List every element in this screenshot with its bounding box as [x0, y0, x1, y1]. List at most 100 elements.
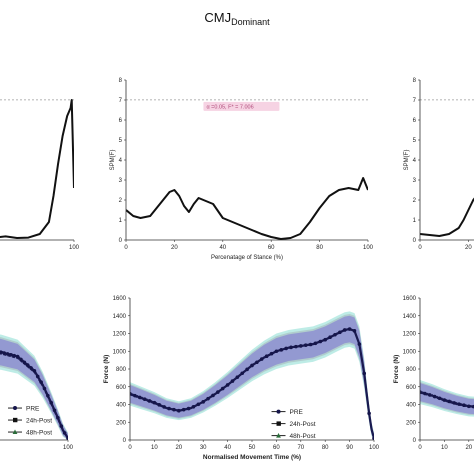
panel-bottom-right: 020040060080010001200140016000102030Forc…	[393, 296, 474, 451]
x-tick-label: 20	[175, 445, 182, 451]
x-tick-label: 80	[322, 445, 329, 451]
series-line	[420, 392, 474, 408]
legend-item: 48h-Post	[271, 433, 316, 440]
legend-item: PRE	[271, 409, 304, 416]
series-marker	[5, 352, 10, 356]
x-tick-label: 40	[224, 445, 231, 451]
x-tick-label: 100	[363, 245, 374, 251]
y-tick-label: 5	[119, 138, 123, 144]
series-marker	[19, 357, 23, 362]
x-tick-label: 20	[171, 245, 178, 251]
panel-plot-area	[420, 99, 474, 241]
legend-label: PRE	[26, 405, 40, 412]
y-tick-label: 6	[413, 118, 417, 124]
x-axis-label: Normalised Movement Time (%)	[203, 454, 301, 461]
series-marker	[367, 411, 371, 416]
y-tick-label: 4	[119, 158, 123, 164]
series-marker	[62, 431, 67, 435]
series-marker	[201, 400, 205, 404]
series-marker	[152, 400, 157, 405]
series-marker	[362, 371, 367, 376]
series-marker	[284, 346, 288, 351]
x-tick-label: 100	[369, 445, 380, 451]
y-tick-label: 2	[413, 198, 417, 204]
series-marker	[259, 357, 264, 361]
series-marker	[457, 402, 461, 406]
series-marker	[225, 383, 230, 387]
legend-label: 24h-Post	[26, 417, 52, 424]
series-marker	[235, 375, 240, 379]
series-marker	[347, 327, 352, 331]
x-tick-label: 20	[465, 445, 472, 451]
y-tick-label: 1000	[113, 349, 127, 355]
panel-plot-area	[126, 99, 368, 241]
legend-item: 24h-Post	[271, 421, 316, 428]
x-tick-label: 100	[63, 445, 74, 451]
x-tick-label: 20	[465, 245, 472, 251]
series-marker	[240, 371, 245, 376]
series-marker	[49, 400, 53, 405]
series-marker	[172, 407, 176, 412]
x-tick-label: 0	[418, 245, 422, 251]
series-marker	[299, 344, 303, 348]
y-tick-label: 3	[119, 178, 123, 184]
y-tick-label: 8	[413, 78, 417, 84]
x-tick-label: 100	[69, 245, 80, 251]
series-marker	[274, 349, 279, 354]
y-tick-label: 400	[116, 403, 127, 409]
x-tick-label: 60	[273, 445, 280, 451]
series-marker	[137, 395, 142, 400]
y-tick-label: 4	[413, 158, 417, 164]
legend-marker-triangle	[12, 429, 18, 435]
series-marker	[147, 399, 152, 403]
panel-bottom-center: 0 200 400 600 800 1000 1200 1400 1600 0 10 20 30 40 50…	[103, 296, 380, 461]
series-marker	[133, 393, 137, 398]
y-tick-label: 7	[413, 98, 417, 104]
x-tick-label: 10	[441, 445, 448, 451]
series-marker	[255, 360, 259, 365]
legend-marker-square	[276, 421, 281, 426]
series-marker	[294, 344, 298, 349]
y-tick-label: 800	[116, 367, 127, 373]
series-marker	[177, 408, 181, 413]
series-marker	[15, 354, 20, 359]
y-tick-label: 1200	[403, 332, 417, 338]
series-marker	[130, 392, 132, 396]
figure-title: CMJDominant	[204, 10, 270, 27]
y-tick-label: 7	[119, 98, 123, 104]
series-marker	[245, 367, 249, 372]
series-marker	[39, 380, 43, 384]
series-marker	[142, 397, 147, 401]
series-marker	[420, 390, 422, 394]
series-marker	[0, 350, 3, 354]
panel-plot-area	[0, 334, 68, 441]
series-marker	[216, 390, 220, 394]
x-tick-label: 40	[219, 245, 226, 251]
series-marker	[35, 374, 40, 379]
series-marker	[186, 406, 191, 411]
series-marker	[467, 404, 471, 409]
series-marker	[308, 342, 313, 347]
legend-label: 48h-Post	[290, 433, 316, 440]
series-marker	[32, 368, 37, 373]
y-tick-label: 800	[406, 367, 417, 373]
y-tick-label: 2	[119, 198, 123, 204]
legend-marker-circle	[276, 409, 281, 414]
series-marker	[162, 405, 166, 409]
series-marker	[442, 398, 447, 402]
y-tick-label: 1	[119, 218, 123, 224]
y-axis-label: SPM{F}	[110, 150, 116, 171]
annotation-box	[203, 101, 280, 111]
series-marker	[46, 393, 50, 398]
y-tick-label: 0	[413, 238, 417, 244]
series-marker	[220, 386, 225, 391]
series-line	[0, 350, 68, 439]
x-tick-label: 70	[297, 445, 304, 451]
series-marker	[196, 402, 201, 407]
y-tick-label: 3	[413, 178, 417, 184]
spm-curve	[420, 197, 474, 237]
series-marker	[372, 436, 374, 441]
series-marker	[279, 348, 284, 352]
y-tick-label: 1400	[403, 314, 417, 320]
